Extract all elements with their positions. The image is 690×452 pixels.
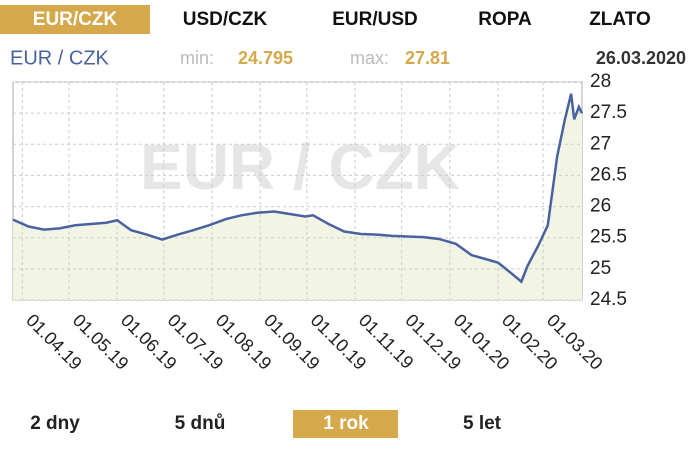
y-tick-label: 25.5: [590, 227, 627, 248]
tab[interactable]: EUR/CZK: [33, 9, 118, 30]
y-tick-label: 26: [590, 196, 611, 217]
pair-title: EUR / CZK: [10, 47, 110, 69]
y-tick-label: 28: [590, 71, 611, 92]
y-tick-label: 25: [590, 258, 611, 279]
period[interactable]: 2 dny: [30, 413, 80, 434]
period[interactable]: 5 dnů: [175, 413, 226, 434]
y-tick-label: 27: [590, 133, 611, 154]
period[interactable]: 5 let: [463, 413, 502, 434]
tab[interactable]: ROPA: [478, 9, 532, 30]
min-label: min:: [180, 48, 214, 68]
max-label: max:: [350, 48, 389, 68]
line: [12, 93, 584, 284]
tab-selected-bg[interactable]: [0, 5, 150, 34]
tab[interactable]: ZLATO: [589, 9, 651, 30]
period-selected-bg[interactable]: [293, 410, 398, 438]
y-tick-label: 24.5: [590, 289, 627, 310]
date: 26.03.2020: [596, 48, 686, 68]
y-tick-label: 26.5: [590, 164, 627, 185]
tab[interactable]: EUR/USD: [332, 9, 418, 30]
watermark: EUR / CZK: [140, 131, 460, 203]
y-tick-label: 27.5: [590, 102, 627, 123]
max-value: 27.81: [405, 48, 450, 68]
area-fill: [13, 93, 582, 300]
min-value: 24.795: [238, 48, 293, 68]
tab[interactable]: USD/CZK: [183, 9, 268, 30]
period[interactable]: 1 rok: [323, 413, 369, 434]
